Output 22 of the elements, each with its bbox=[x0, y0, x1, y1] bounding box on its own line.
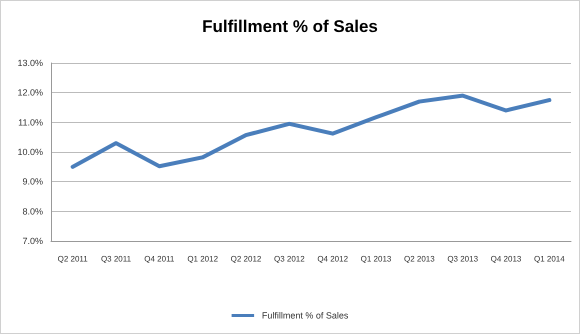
x-tick-label: Q2 2012 bbox=[230, 254, 262, 264]
x-tick-label: Q4 2011 bbox=[144, 254, 175, 264]
legend-label: Fulfillment % of Sales bbox=[262, 310, 349, 320]
y-tick-label: 12.0% bbox=[17, 88, 43, 98]
x-tick-label: Q1 2013 bbox=[360, 254, 392, 264]
x-tick-label: Q3 2013 bbox=[447, 254, 479, 264]
x-tick-label: Q2 2011 bbox=[58, 254, 88, 264]
x-tick-label: Q2 2013 bbox=[404, 254, 436, 264]
line-series bbox=[70, 94, 552, 169]
x-tick-label: Q4 2013 bbox=[490, 254, 522, 264]
x-tick-label: Q1 2012 bbox=[187, 254, 219, 264]
y-tick-label: 7.0% bbox=[22, 236, 43, 246]
chart-title: Fulfillment % of Sales bbox=[202, 17, 378, 36]
y-tick-label: 13.0% bbox=[17, 58, 43, 68]
x-tick-label: Q3 2011 bbox=[100, 254, 132, 264]
y-tick-label: 11.0% bbox=[18, 117, 43, 128]
y-tick-label: 8.0% bbox=[22, 206, 43, 216]
y-tick-label: 9.0% bbox=[22, 176, 43, 187]
x-tick-label: Q3 2012 bbox=[274, 254, 306, 264]
x-tick-label: Q1 2014 bbox=[534, 254, 566, 264]
y-tick-label: 10.0% bbox=[17, 147, 43, 157]
x-tick-label: Q4 2012 bbox=[317, 254, 349, 264]
